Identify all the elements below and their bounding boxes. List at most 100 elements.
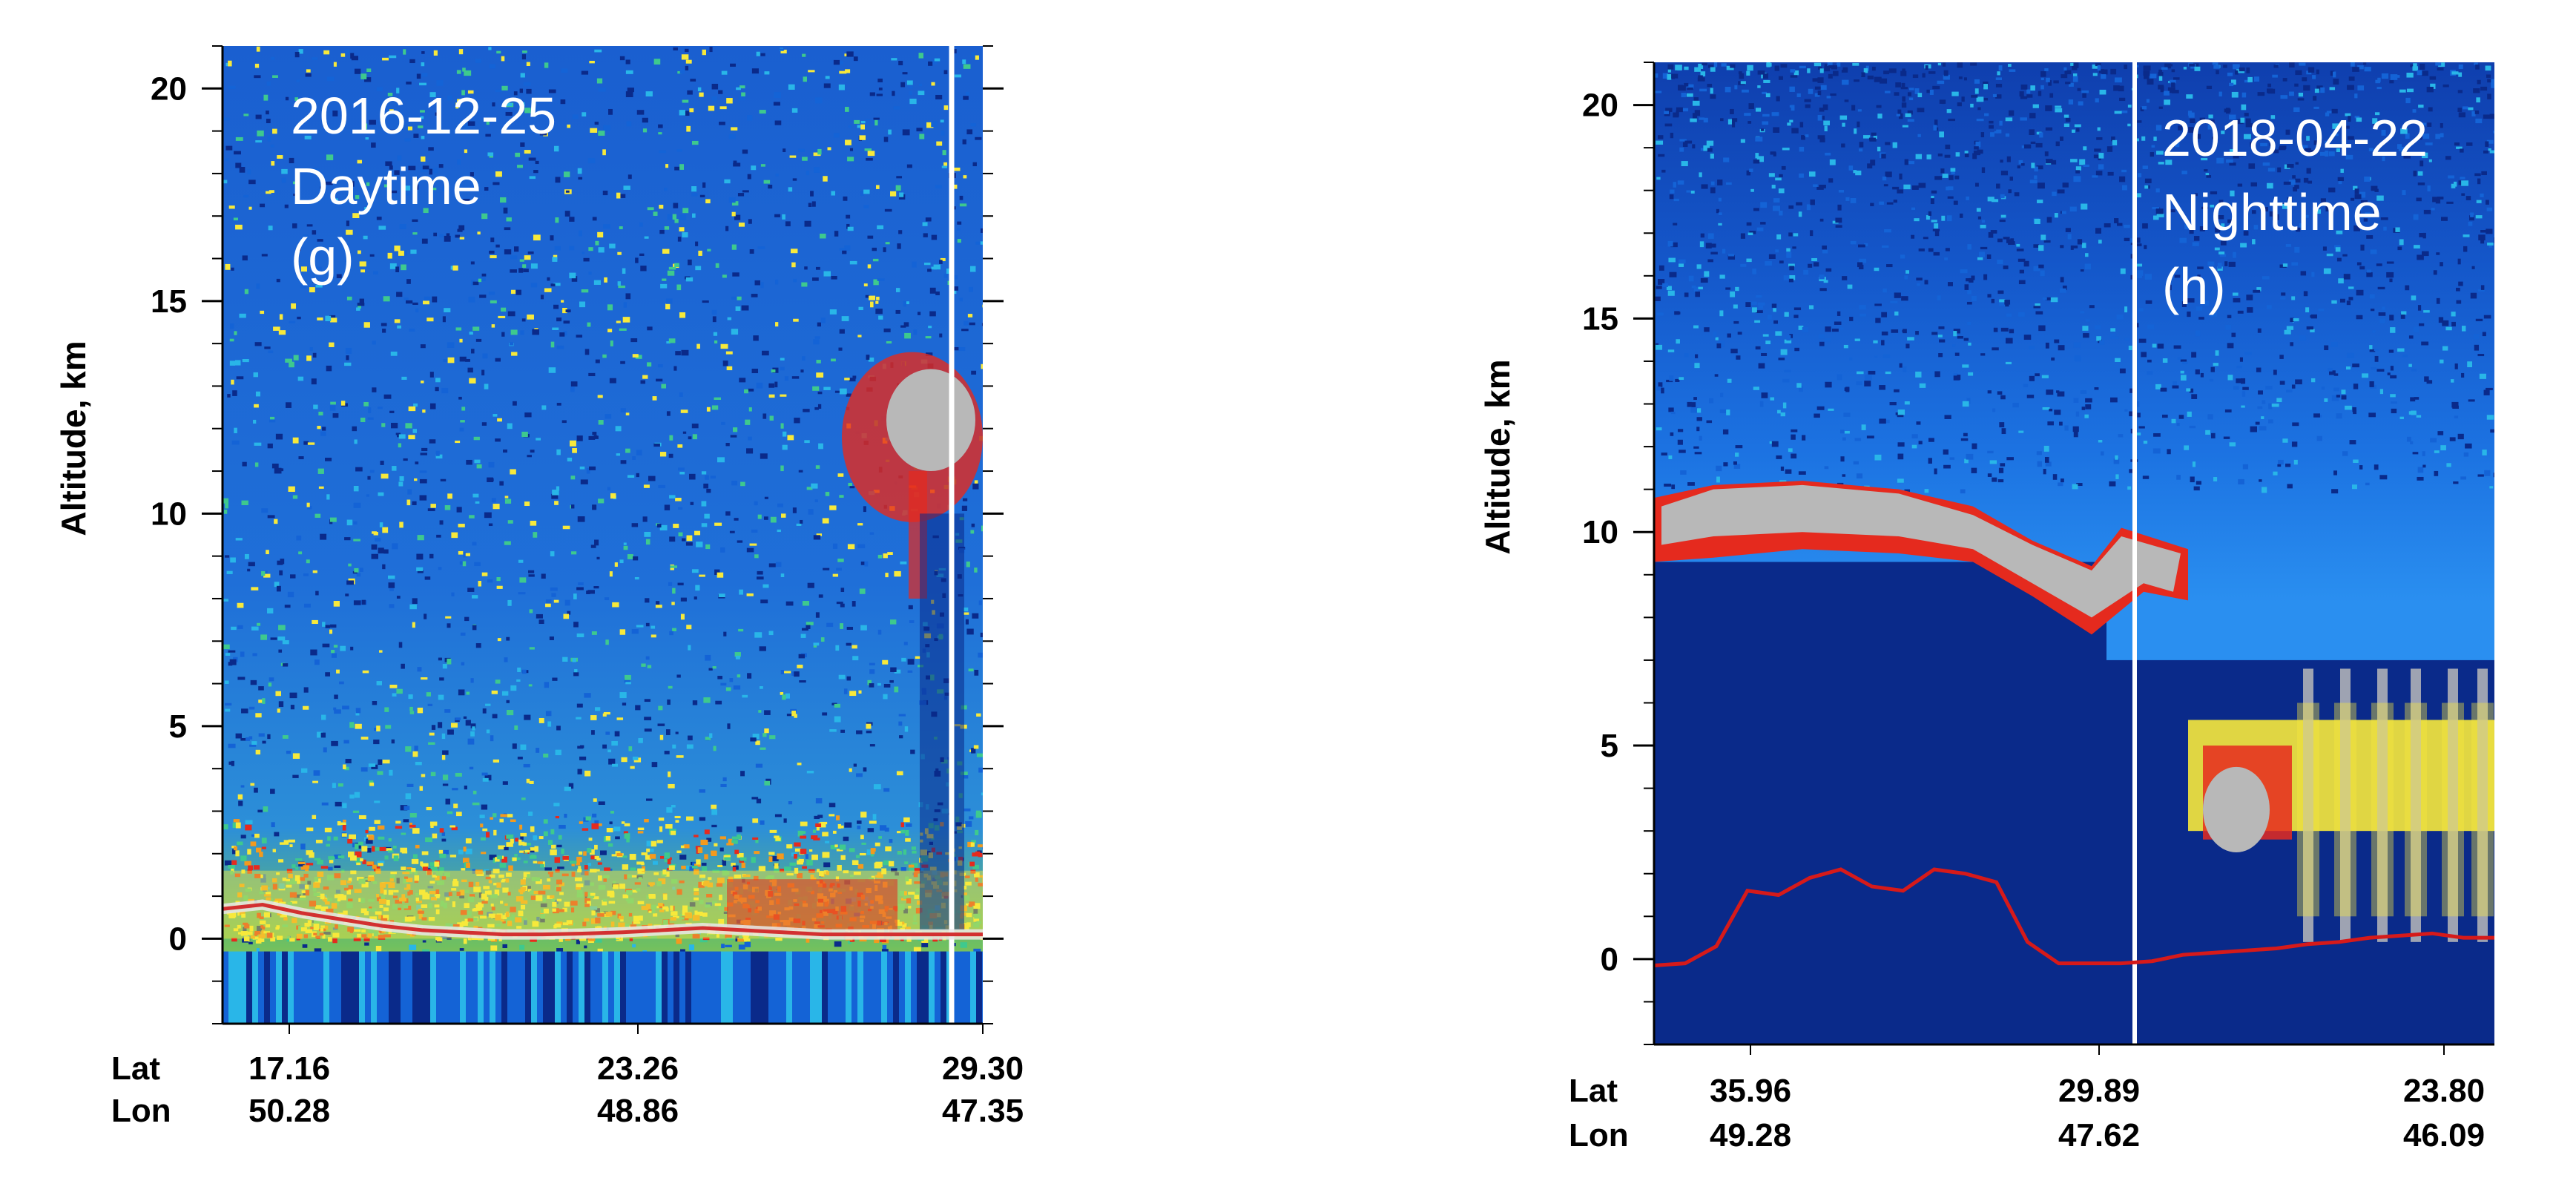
speckle <box>857 544 866 549</box>
speckle <box>254 873 261 878</box>
speckle <box>2336 413 2342 419</box>
speckle <box>369 782 375 786</box>
speckle <box>254 930 261 935</box>
speckle <box>912 921 918 925</box>
speckle <box>735 655 740 659</box>
speckle <box>553 283 561 286</box>
speckle <box>800 519 803 524</box>
speckle <box>516 679 521 682</box>
speckle <box>931 82 935 86</box>
speckle <box>313 882 320 888</box>
speckle <box>524 849 530 853</box>
speckle <box>911 863 918 868</box>
speckle <box>667 699 671 705</box>
speckle <box>943 70 948 75</box>
speckle <box>360 737 369 740</box>
speckle <box>2493 131 2494 134</box>
speckle <box>242 461 247 467</box>
speckle <box>662 906 668 910</box>
speckle <box>636 888 641 892</box>
speckle <box>745 938 751 941</box>
speckle <box>2018 280 2026 285</box>
speckle <box>785 601 794 606</box>
speckle <box>636 625 644 628</box>
speckle <box>613 884 619 889</box>
speckle <box>2310 378 2316 383</box>
speckle <box>344 537 351 541</box>
speckle <box>495 358 501 362</box>
y-tick-label-g-2: 10 <box>151 496 187 532</box>
speckle <box>1671 484 1676 490</box>
speckle <box>2026 395 2035 398</box>
speckle <box>300 927 307 932</box>
speckle <box>372 864 377 869</box>
speckle <box>441 754 446 760</box>
speckle <box>409 328 415 332</box>
speckle <box>2138 338 2147 343</box>
speckle <box>409 604 417 610</box>
speckle <box>967 314 973 317</box>
speckle <box>582 828 589 831</box>
speckle <box>530 450 535 453</box>
speckle <box>814 499 818 503</box>
speckle <box>739 857 747 861</box>
speckle <box>2451 321 2456 327</box>
speckle <box>349 834 357 840</box>
speckle <box>358 303 361 309</box>
speckle <box>2259 426 2267 431</box>
speckle <box>452 881 459 886</box>
speckle <box>243 927 247 932</box>
speckle <box>472 726 475 731</box>
speckle <box>2080 311 2085 314</box>
speckle <box>590 906 598 910</box>
speckle <box>725 687 731 691</box>
speckle <box>438 694 444 700</box>
speckle <box>294 875 300 881</box>
speckle <box>228 85 236 89</box>
speckle <box>777 503 783 507</box>
speckle <box>717 878 725 884</box>
speckle <box>441 838 447 842</box>
speckle <box>1730 108 1734 114</box>
speckle <box>746 547 754 553</box>
speckle <box>793 278 797 283</box>
speckle <box>2419 63 2425 70</box>
speckle <box>659 205 664 209</box>
speckle <box>266 111 269 115</box>
speckle <box>2192 242 2199 246</box>
speckle <box>378 863 383 866</box>
speckle <box>311 378 317 385</box>
speckle <box>234 846 237 851</box>
speckle <box>923 263 931 266</box>
speckle <box>1900 254 1905 259</box>
speckle <box>409 824 416 828</box>
speckle <box>242 358 249 363</box>
speckle <box>469 766 474 770</box>
speckle <box>613 826 621 832</box>
below-surface-stripe-g <box>762 951 768 1024</box>
speckle <box>918 312 921 315</box>
speckle <box>834 716 841 723</box>
speckle <box>389 604 395 608</box>
speckle <box>2284 329 2291 335</box>
speckle <box>334 873 341 878</box>
speckle <box>608 901 616 904</box>
speckle <box>359 298 364 303</box>
speckle <box>2224 409 2232 412</box>
below-surface-stripe-g <box>240 951 246 1024</box>
speckle <box>731 840 738 844</box>
speckle <box>737 937 745 942</box>
speckle <box>300 897 306 901</box>
surface-line-g <box>223 903 983 937</box>
speckle <box>872 814 877 820</box>
speckle <box>589 466 596 470</box>
speckle <box>368 929 375 934</box>
speckle <box>282 878 287 881</box>
speckle <box>769 415 774 421</box>
speckle <box>868 358 874 362</box>
speckle <box>708 877 712 881</box>
speckle <box>384 707 389 712</box>
speckle <box>2247 307 2253 313</box>
speckle <box>830 845 837 849</box>
speckle <box>2038 325 2046 332</box>
